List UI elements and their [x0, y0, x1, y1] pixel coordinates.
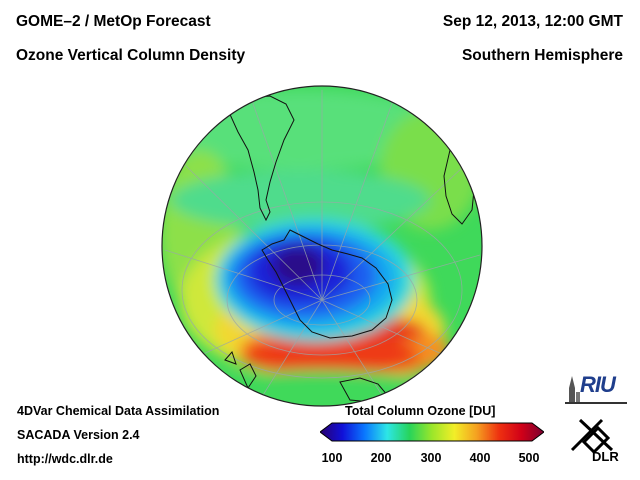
dlr-logo [570, 418, 614, 455]
colorbar [320, 422, 544, 442]
colorbar-tick: 500 [518, 451, 540, 465]
graticule [164, 90, 481, 401]
riu-logo-text: RIU [580, 372, 616, 397]
subtitle-right: Southern Hemisphere [461, 47, 623, 64]
footer-url-link[interactable]: http://wdc.dlr.de [17, 452, 113, 466]
footer-line1: 4DVar Chemical Data Assimilation [17, 404, 220, 418]
ozone-field [162, 86, 482, 406]
subtitle-left: Ozone Vertical Column Density [16, 47, 246, 64]
colorbar-tick: 100 [321, 451, 343, 465]
colorbar-tick: 400 [469, 451, 491, 465]
dlr-logo-text: DLR [592, 449, 619, 464]
colorbar-title: Total Column Ozone [DU] [345, 404, 496, 418]
title-left: GOME–2 / MetOp Forecast [16, 13, 211, 30]
colorbar-tick: 300 [420, 451, 442, 465]
colorbar-tick: 200 [370, 451, 392, 465]
footer-line2: SACADA Version 2.4 [17, 428, 140, 442]
title-right: Sep 12, 2013, 12:00 GMT [442, 13, 623, 30]
globe-outline [161, 85, 483, 407]
riu-logo [565, 376, 627, 404]
